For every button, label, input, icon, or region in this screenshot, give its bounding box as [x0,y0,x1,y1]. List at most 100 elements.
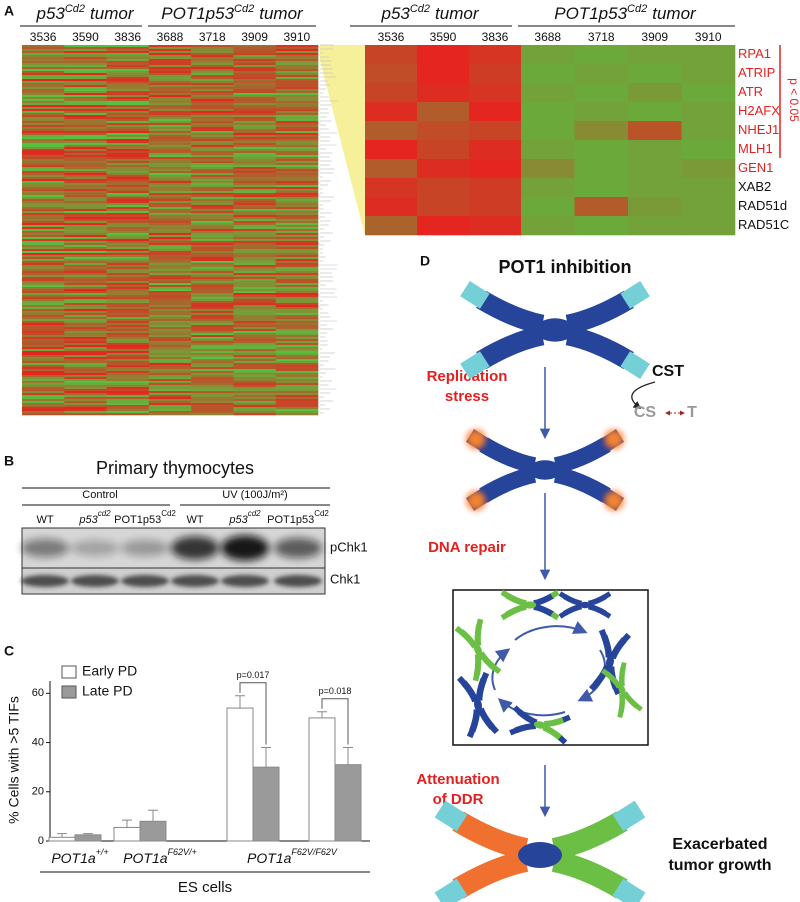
heatmap-texture [191,301,234,304]
label-superscript: Cd2 [410,3,430,15]
heatmap-texture [64,273,107,276]
telomere [617,710,624,718]
heatmap-texture [106,295,150,298]
label-superscript: F62V/+ [168,847,197,857]
heatmap-texture [233,313,277,316]
heatmap-texture [275,79,319,82]
heatmap-texture [148,271,192,274]
heatmap-texture [233,277,277,280]
heatmap-texture [275,299,319,302]
heatmap-texture [106,77,150,80]
heatmap-texture [106,293,150,296]
telomere [558,610,567,619]
heatmap-texture [275,141,319,144]
heatmap-texture [191,79,234,82]
label-base: WT [36,514,53,526]
heatmap-texture [64,221,107,224]
heatmap-texture [191,113,234,116]
heatmap-texture [233,265,277,268]
heatmap-texture [233,133,277,136]
significance-label: p < 0.05 [787,78,800,122]
heatmap-texture [275,393,319,396]
sample-label: 3836 [114,30,141,44]
heatmap-texture [233,87,277,90]
chromosome-arm [475,677,487,701]
heatmap-texture [22,361,65,364]
heatmap-texture [191,57,234,60]
significance-bracket [321,698,349,745]
p-value: p=0.018 [319,686,352,696]
heatmap-texture [233,275,277,278]
bar [48,836,76,842]
heatmap-texture [148,143,192,146]
heatmap-texture [64,55,107,58]
heatmap-texture [64,163,107,166]
heatmap-texture [64,333,107,336]
heatmap-cell [417,64,470,84]
heatmap-texture [148,75,192,78]
heatmap-texture [191,413,234,416]
heatmap-texture [275,325,319,328]
heatmap-texture [148,277,192,280]
heatmap-texture [148,403,192,406]
heatmap-texture [191,405,234,408]
heatmap-cell [681,64,736,84]
heatmap-texture [64,243,107,246]
heatmap-texture [22,383,65,386]
heatmap-texture [275,195,319,198]
heatmap-texture [106,273,150,276]
heatmap-texture [148,129,192,132]
heatmap-texture [148,205,192,208]
zoom-funnel [320,45,365,235]
heatmap-texture [191,271,234,274]
heatmap-texture [191,69,234,72]
heatmap-texture [233,365,277,368]
heatmap-texture [64,295,107,298]
heatmap-texture [233,319,277,322]
heatmap-texture [148,295,192,298]
heatmap-texture [191,119,234,122]
heatmap-texture [233,245,277,248]
heatmap-texture [275,127,319,130]
heatmap-texture [275,291,319,294]
heatmap-texture [275,71,319,74]
legend-swatch [61,665,77,679]
heatmap-texture [64,117,107,120]
heatmap-texture [106,411,150,414]
heatmap-texture [275,379,319,382]
heatmap-texture [191,183,234,186]
heatmap-texture [148,333,192,336]
heatmap-texture [148,401,192,404]
heatmap-texture [191,105,234,108]
heatmap-texture [275,223,319,226]
heatmap-cell [417,178,470,198]
heatmap-texture [106,367,150,370]
heatmap-texture [106,363,150,366]
heatmap-texture [148,311,192,314]
heatmap-texture [275,385,319,388]
heatmap-texture [148,365,192,368]
heatmap-texture [233,93,277,96]
heatmap-texture [148,203,192,206]
heatmap-texture [275,373,319,376]
heatmap-texture [191,363,234,366]
heatmap-texture [148,393,192,396]
heatmap-texture [148,149,192,152]
heatmap-texture [148,97,192,100]
heatmap-texture [22,399,65,402]
heatmap-texture [275,319,319,322]
heatmap-texture [22,237,65,240]
heatmap-texture [233,205,277,208]
heatmap-cell [628,197,682,217]
centromere [473,644,483,656]
chromosome-arm [533,603,555,618]
gene-label: RPA1 [738,46,771,61]
heatmap-texture [22,251,65,254]
gene-label: XAB2 [738,179,771,194]
heatmap-texture [191,181,234,184]
heatmap-texture [191,219,234,222]
heatmap-texture [22,111,65,114]
heatmap-texture [275,327,319,330]
heatmap-texture [233,257,277,260]
heatmap-texture [64,101,107,104]
